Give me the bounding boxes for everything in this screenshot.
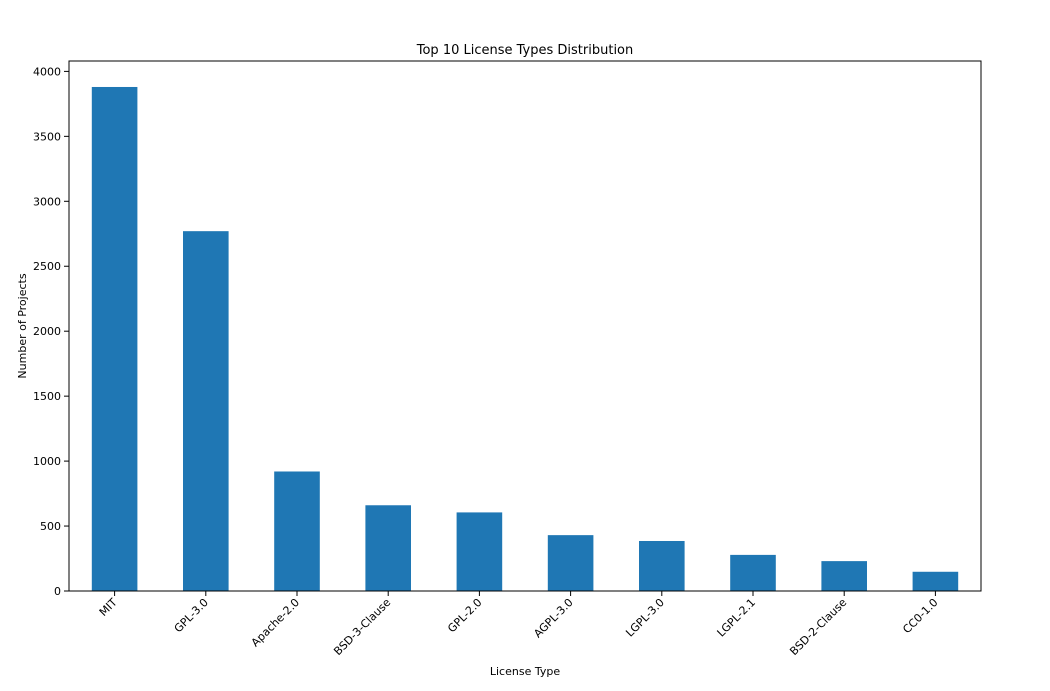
x-tick-label: GPL-2.0 <box>445 596 484 635</box>
x-tick-label: BSD-2-Clause <box>787 596 849 658</box>
bar-gpl-2.0 <box>456 512 503 591</box>
y-axis: 0 500 1000 1500 2000 2500 3000 3500 4000 <box>33 65 69 598</box>
y-tick-label: 500 <box>40 520 61 533</box>
x-tick-label: Apache-2.0 <box>249 596 302 649</box>
bar-mit <box>91 86 138 591</box>
y-tick-label: 1000 <box>33 455 61 468</box>
bar-lgpl-3.0 <box>639 540 685 591</box>
plot-frame <box>68 60 982 592</box>
x-axis: MIT GPL-3.0 Apache-2.0 BSD-3-Clause GPL-2.0 A… <box>97 591 941 658</box>
y-tick-label: 0 <box>54 585 61 598</box>
y-tick-label: 1500 <box>33 390 61 403</box>
y-tick-label: 4000 <box>33 65 61 78</box>
x-tick-label: LGPL-2.1 <box>715 596 759 640</box>
y-tick-label: 2000 <box>33 325 61 338</box>
bar-lgpl-2.1 <box>730 554 776 591</box>
bar-bsd-3-clause <box>365 505 411 591</box>
y-tick-label: 3000 <box>33 195 61 208</box>
y-tick-label: 2500 <box>33 260 61 273</box>
y-tick-label: 3500 <box>33 130 61 143</box>
x-tick-label: BSD-3-Clause <box>331 596 393 658</box>
x-tick-label: AGPL-3.0 <box>531 596 575 640</box>
bar-bsd-2-clause <box>821 561 867 591</box>
bar-apache-2.0 <box>274 471 320 591</box>
x-tick-label: CC0-1.0 <box>900 596 940 636</box>
x-tick-label: LGPL-3.0 <box>623 596 667 640</box>
bar-gpl-3.0 <box>183 231 229 592</box>
x-tick-label: GPL-3.0 <box>172 596 211 635</box>
chart-title: Top 10 License Types Distribution <box>416 43 634 58</box>
x-tick-label: MIT <box>97 596 120 619</box>
bar-cc0-1.0 <box>912 571 959 591</box>
bars-group <box>91 86 959 592</box>
bar-agpl-3.0 <box>547 535 594 591</box>
x-axis-label: License Type <box>490 665 560 678</box>
y-axis-label: Number of Projects <box>16 273 29 378</box>
